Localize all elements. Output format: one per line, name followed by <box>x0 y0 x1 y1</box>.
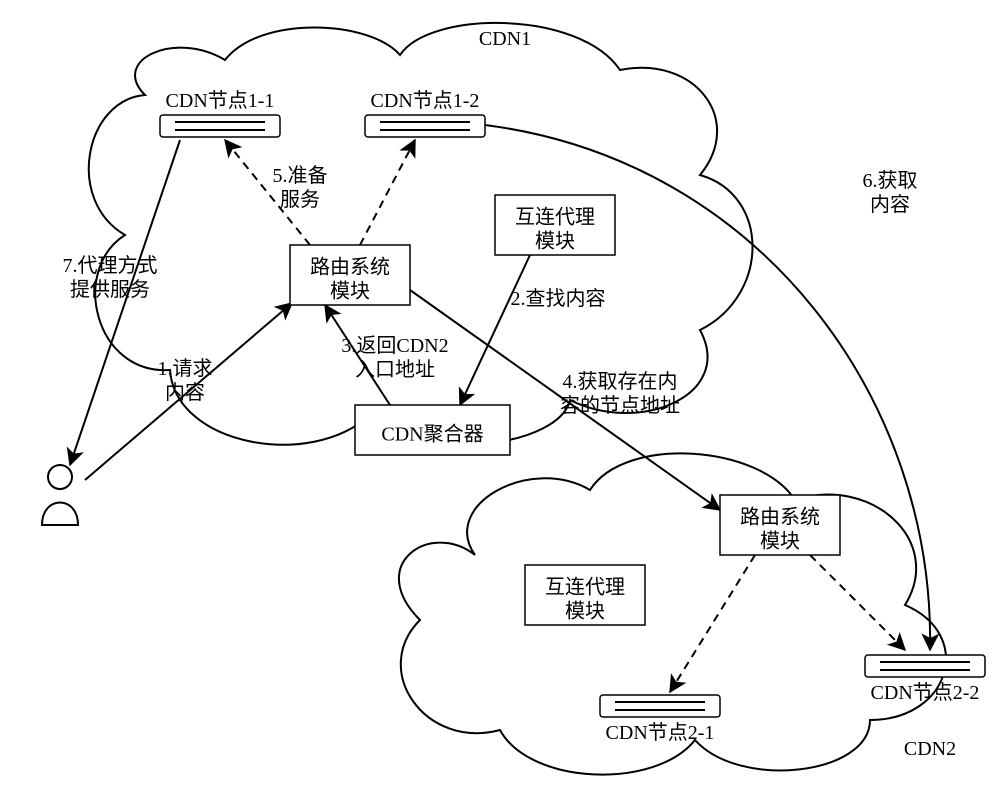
svg-text:模块: 模块 <box>330 280 370 303</box>
svg-text:CDN节点1-1: CDN节点1-1 <box>166 89 275 112</box>
svg-text:模块: 模块 <box>535 230 575 253</box>
svg-text:4.获取存在内: 4.获取存在内 <box>563 370 678 393</box>
edge-er2a <box>670 555 755 692</box>
edge-er2b <box>810 555 905 650</box>
svg-text:容的节点地址: 容的节点地址 <box>560 394 680 417</box>
edge-label-l4: 4.获取存在内容的节点地址 <box>560 370 680 417</box>
node-node12: CDN节点1-2 <box>365 89 485 137</box>
edge-label-l6: 6.获取内容 <box>863 169 918 216</box>
svg-text:CDN2: CDN2 <box>904 738 956 760</box>
edge-e7 <box>70 140 180 465</box>
svg-text:模块: 模块 <box>565 600 605 623</box>
svg-text:内容: 内容 <box>870 193 910 216</box>
node-node11: CDN节点1-1 <box>160 89 280 137</box>
edge-e2 <box>460 255 530 405</box>
svg-text:提供服务: 提供服务 <box>70 278 150 301</box>
svg-text:CDN节点1-2: CDN节点1-2 <box>371 89 480 112</box>
svg-text:内容: 内容 <box>165 381 205 404</box>
svg-text:7.代理方式: 7.代理方式 <box>63 254 158 277</box>
diagram-canvas: CDN1CDN2CDN节点1-1CDN节点1-2互连代理模块路由系统模块CDN聚… <box>0 0 1000 787</box>
svg-text:路由系统: 路由系统 <box>740 506 820 529</box>
node-node22: CDN节点2-2 <box>865 655 985 704</box>
svg-text:1.请求: 1.请求 <box>158 357 213 380</box>
edge-label-l7: 7.代理方式提供服务 <box>63 254 158 301</box>
node-proxy2: 互连代理模块 <box>525 565 645 625</box>
svg-text:CDN聚合器: CDN聚合器 <box>381 423 483 446</box>
svg-text:互连代理: 互连代理 <box>545 576 625 599</box>
svg-text:CDN节点2-1: CDN节点2-1 <box>606 721 715 744</box>
svg-text:3.返回CDN2: 3.返回CDN2 <box>341 334 448 357</box>
svg-text:入口地址: 入口地址 <box>355 358 435 381</box>
edge-label-l5: 5.准备服务 <box>273 164 328 211</box>
user-icon <box>42 465 78 525</box>
svg-text:模块: 模块 <box>760 530 800 553</box>
edge-e5b <box>360 140 415 245</box>
svg-text:2.查找内容: 2.查找内容 <box>511 287 606 310</box>
edge-label-l3: 3.返回CDN2入口地址 <box>341 334 448 381</box>
node-route2: 路由系统模块 <box>720 495 840 555</box>
node-aggregator: CDN聚合器 <box>355 405 510 455</box>
svg-text:路由系统: 路由系统 <box>310 256 390 279</box>
svg-text:互连代理: 互连代理 <box>515 206 595 229</box>
svg-text:5.准备: 5.准备 <box>273 164 328 187</box>
edge-label-l2: 2.查找内容 <box>511 287 606 310</box>
svg-text:服务: 服务 <box>280 188 320 211</box>
svg-text:CDN节点2-2: CDN节点2-2 <box>871 681 980 704</box>
edge-label-l1: 1.请求内容 <box>158 357 213 404</box>
node-proxy1: 互连代理模块 <box>495 195 615 255</box>
svg-text:6.获取: 6.获取 <box>863 169 918 192</box>
node-route1: 路由系统模块 <box>290 245 410 305</box>
node-node21: CDN节点2-1 <box>600 695 720 744</box>
svg-text:CDN1: CDN1 <box>479 28 531 50</box>
